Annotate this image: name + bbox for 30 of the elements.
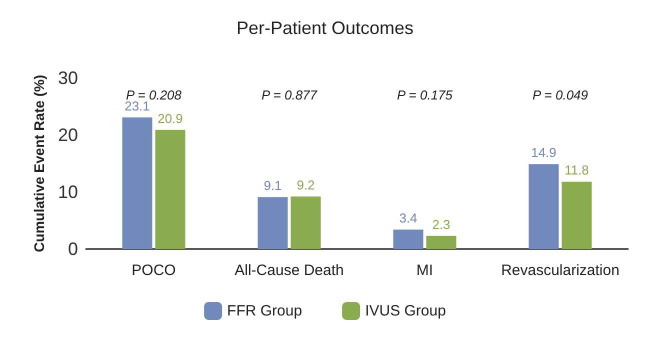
y-axis-title: Cumulative Event Rate (%) xyxy=(31,74,47,252)
data-label: 11.8 xyxy=(564,162,589,178)
y-tick-label: 0 xyxy=(68,239,78,259)
x-tick-label: All-Cause Death xyxy=(234,262,344,279)
legend-label: IVUS Group xyxy=(365,302,446,320)
bar xyxy=(290,196,321,249)
chart-title: Per-Patient Outcomes xyxy=(236,18,414,38)
y-tick-label: 20 xyxy=(58,125,78,145)
annotation: P = 0.175 xyxy=(396,88,454,102)
x-tick-label: Revascularization xyxy=(501,262,620,279)
data-label: 2.3 xyxy=(432,216,450,232)
y-tick-label: 30 xyxy=(58,68,78,88)
annotation: P = 0.049 xyxy=(532,88,588,102)
annotation: P = 0.877 xyxy=(261,88,318,102)
x-tick-label: MI xyxy=(416,262,434,279)
data-label: 9.2 xyxy=(296,178,315,193)
bar xyxy=(258,197,288,249)
bar xyxy=(528,164,559,249)
data-label: 3.4 xyxy=(399,210,418,226)
bar xyxy=(155,130,186,249)
data-label: 9.1 xyxy=(264,178,282,194)
bar xyxy=(562,182,592,249)
y-tick-label: 10 xyxy=(58,182,78,202)
x-tick-label: POCO xyxy=(132,262,176,279)
bar xyxy=(393,230,424,249)
data-label: 14.9 xyxy=(531,145,556,160)
bar xyxy=(426,236,456,249)
legend-label: FFR Group xyxy=(227,302,302,320)
bar xyxy=(122,117,152,249)
data-label: 20.9 xyxy=(158,110,183,126)
